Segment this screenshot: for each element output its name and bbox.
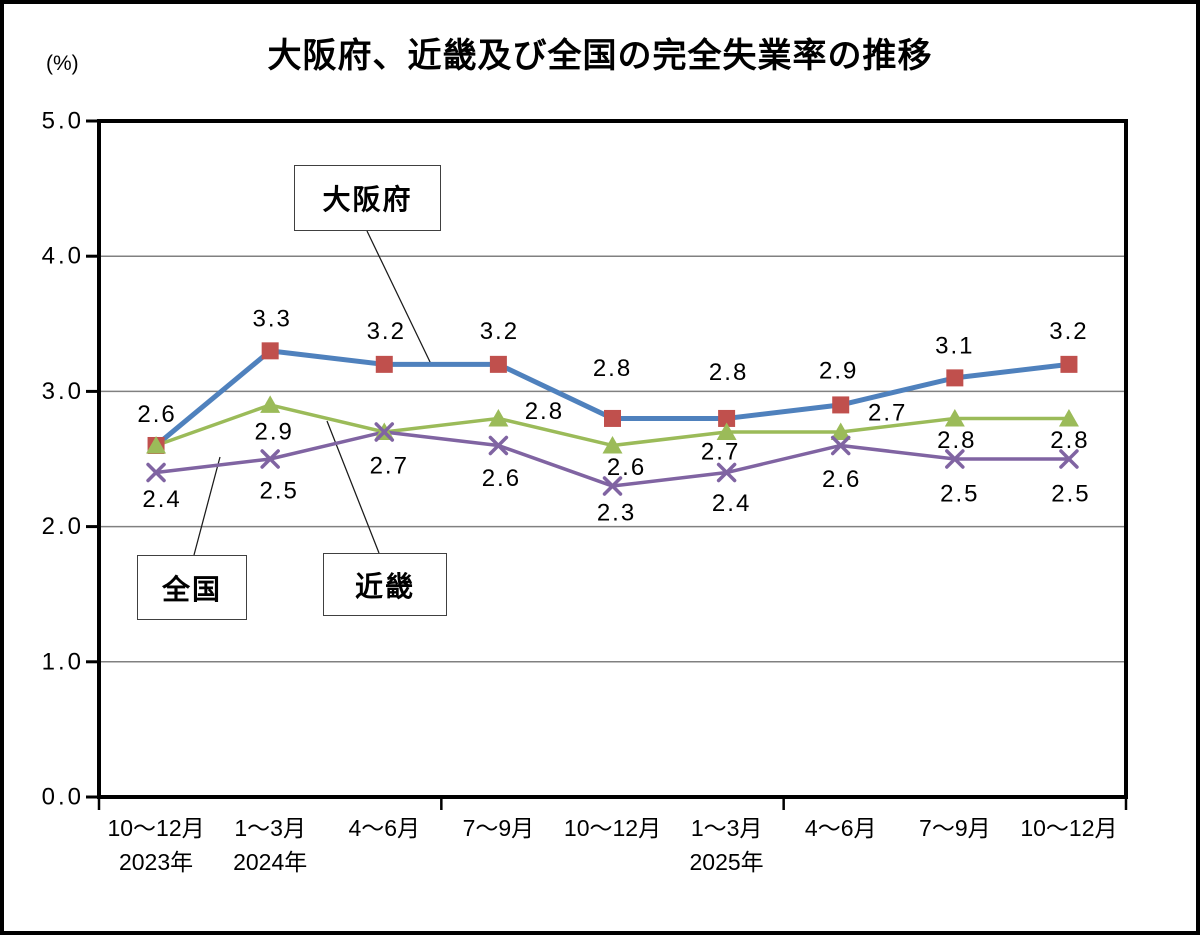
gridlines — [99, 255, 1126, 663]
svg-text:2.6: 2.6 — [822, 466, 861, 493]
svg-text:2.9: 2.9 — [254, 418, 293, 445]
series-label-zenkoku: 全国 — [161, 573, 222, 605]
chart-title: 大阪府、近畿及び全国の完全失業率の推移 — [267, 37, 933, 75]
data-labels-zenkoku: 2.4 2.5 2.7 2.6 2.3 2.4 2.6 2.5 2.5 — [142, 452, 1090, 527]
line-chart-canvas: 5.04.03.02.01.00.010～12月 1～3月 4～6月 7～9月 10～1… — [42, 108, 1128, 875]
annotation-leader-lines — [193, 230, 432, 556]
svg-text:7～9月: 7～9月 — [919, 815, 991, 841]
svg-text:1～3月: 1～3月 — [691, 815, 763, 841]
series-label-box-kinki: 近畿 — [323, 553, 447, 616]
svg-text:10～12月: 10～12月 — [564, 815, 661, 841]
svg-text:4～6月: 4～6月 — [805, 815, 877, 841]
svg-text:3.2: 3.2 — [1049, 318, 1088, 345]
series-markers-zenkoku — [146, 422, 1079, 496]
svg-text:4～6月: 4～6月 — [348, 815, 420, 841]
svg-text:2.7: 2.7 — [701, 438, 740, 465]
svg-text:2.5: 2.5 — [259, 478, 298, 505]
series-label-osaka: 大阪府 — [322, 184, 413, 215]
svg-text:2.4: 2.4 — [142, 486, 181, 513]
svg-text:7～9月: 7～9月 — [463, 815, 535, 841]
svg-text:2.7: 2.7 — [370, 452, 409, 479]
svg-text:10～12月: 10～12月 — [1020, 815, 1117, 841]
series-markers-kinki — [146, 395, 1079, 454]
svg-text:2.8: 2.8 — [1050, 427, 1089, 454]
svg-text:2.8: 2.8 — [709, 359, 748, 386]
svg-text:2024年: 2024年 — [233, 849, 307, 875]
y-axis-unit-label: (%) — [46, 52, 79, 75]
series-label-kinki: 近畿 — [354, 570, 415, 602]
svg-text:3.2: 3.2 — [367, 318, 406, 345]
data-labels-kinki: 2.9 2.8 2.6 2.7 2.7 2.8 2.8 — [254, 398, 1089, 481]
svg-text:4.0: 4.0 — [42, 243, 84, 270]
series-label-box-zenkoku: 全国 — [137, 555, 247, 620]
svg-text:2.8: 2.8 — [525, 398, 564, 425]
svg-text:2.9: 2.9 — [819, 357, 858, 384]
svg-text:2.5: 2.5 — [940, 481, 979, 508]
svg-text:3.2: 3.2 — [480, 318, 519, 345]
svg-text:2.6: 2.6 — [137, 401, 176, 428]
svg-text:2.3: 2.3 — [597, 500, 636, 527]
svg-text:2025年: 2025年 — [690, 849, 764, 875]
svg-text:2.8: 2.8 — [937, 427, 976, 454]
svg-text:2.6: 2.6 — [607, 454, 646, 481]
data-labels-osaka: 2.6 3.3 3.2 3.2 2.8 2.8 2.9 3.1 3.2 — [137, 305, 1088, 428]
y-axis-labels: 5.0 4.0 3.0 2.0 1.0 0.0 — [42, 108, 84, 811]
series-label-box-osaka: 大阪府 — [294, 165, 441, 231]
svg-text:2.5: 2.5 — [1051, 481, 1090, 508]
axis-ticks — [86, 119, 1128, 810]
annotation-leader-zenkoku — [193, 456, 221, 556]
plot-border — [97, 119, 1128, 799]
svg-text:5.0: 5.0 — [42, 108, 84, 135]
svg-text:2.4: 2.4 — [712, 490, 751, 517]
x-axis-labels: 10～12月 1～3月 4～6月 7～9月 10～12月 1～3月 4～6月 7～9月 10～1… — [107, 815, 1117, 875]
svg-text:0.0: 0.0 — [42, 784, 84, 811]
svg-text:2023年: 2023年 — [119, 849, 193, 875]
svg-text:1.0: 1.0 — [42, 648, 84, 675]
svg-text:2.8: 2.8 — [593, 355, 632, 382]
annotation-leader-osaka — [366, 230, 432, 365]
svg-text:1～3月: 1～3月 — [234, 815, 306, 841]
svg-text:2.0: 2.0 — [42, 513, 84, 540]
svg-text:2.6: 2.6 — [482, 465, 521, 492]
svg-text:10～12月: 10～12月 — [107, 815, 204, 841]
svg-text:3.0: 3.0 — [42, 378, 84, 405]
svg-text:3.1: 3.1 — [935, 332, 974, 359]
svg-text:3.3: 3.3 — [252, 305, 291, 332]
svg-text:2.7: 2.7 — [868, 399, 907, 426]
